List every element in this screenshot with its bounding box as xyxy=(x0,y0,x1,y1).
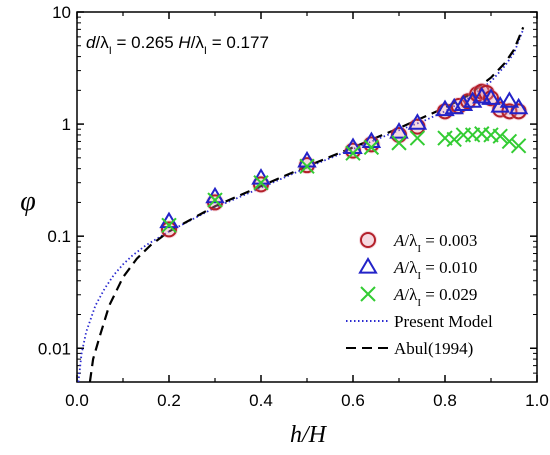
series-line xyxy=(77,29,525,383)
y-axis-label: φ xyxy=(20,186,36,217)
x-tick-label: 0.8 xyxy=(433,391,457,410)
x-tick-label: 0.6 xyxy=(341,391,365,410)
data-point-triangle xyxy=(462,91,483,108)
axes: 0.0 0.2 0.4 0.6 0.8 1.0 0.01 0.1 1 10 xyxy=(38,3,549,410)
data-point-cross xyxy=(391,135,407,151)
y-tick-label: 10 xyxy=(52,3,71,22)
legend-label: Present Model xyxy=(394,312,493,331)
x-tick-label: 0.4 xyxy=(249,391,273,410)
data-point-cross xyxy=(501,133,518,150)
y-tick-label: 1 xyxy=(62,115,71,134)
data-point-cross xyxy=(299,158,315,175)
data-point-cross xyxy=(510,138,527,154)
data-point-cross xyxy=(363,139,380,156)
data-point-triangle xyxy=(499,91,520,108)
data-point-cross xyxy=(492,128,508,144)
text-layer: d/λI = 0.265 H/λI = 0.177 h/H φ xyxy=(20,33,327,448)
data-point-triangle xyxy=(481,88,501,105)
x-tick-label: 0.2 xyxy=(157,391,181,410)
legend-label: Abul(1994) xyxy=(394,339,473,358)
y-tick-label: 0.01 xyxy=(38,339,71,358)
legend: A/λI = 0.003 A/λI = 0.010 A/λI = 0.029 Pres… xyxy=(346,231,493,358)
data-point-cross xyxy=(161,217,177,234)
legend-label: A/λI = 0.029 xyxy=(393,285,477,309)
x-tick-label: 1.0 xyxy=(525,391,549,410)
x-axis-label: h/H xyxy=(290,422,328,448)
data-point-cross xyxy=(409,130,426,146)
data-point-cross xyxy=(207,192,223,208)
parameter-annotation: d/λI = 0.265 H/λI = 0.177 xyxy=(86,33,269,57)
series-line xyxy=(88,26,525,383)
x-tick-label: 0.0 xyxy=(65,391,89,410)
series-layer xyxy=(77,26,529,383)
data-point-triangle xyxy=(490,96,510,113)
data-point-cross xyxy=(360,286,376,302)
data-point-cross xyxy=(437,130,453,146)
legend-label: A/λI = 0.003 xyxy=(393,231,477,255)
data-point-cross xyxy=(253,174,269,191)
data-point-cross xyxy=(345,145,361,161)
data-point-cross xyxy=(446,131,462,148)
y-tick-label: 0.1 xyxy=(47,227,71,246)
data-point-triangle xyxy=(407,113,428,130)
data-point-triangle xyxy=(358,257,378,274)
data-point-triangle xyxy=(472,86,492,104)
data-point-triangle xyxy=(508,97,529,115)
data-point-circle xyxy=(437,103,453,120)
legend-label: A/λI = 0.010 xyxy=(393,258,477,282)
data-point-triangle xyxy=(389,122,409,139)
data-point-circle xyxy=(360,232,376,248)
data-point-circle xyxy=(161,221,177,238)
